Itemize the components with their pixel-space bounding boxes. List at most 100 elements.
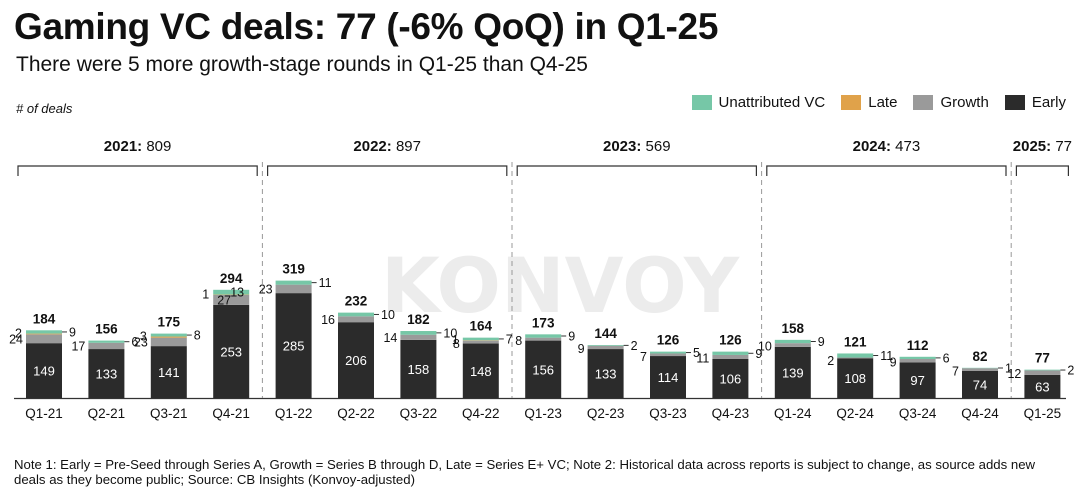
- year-total-label: 2023: 569: [603, 138, 671, 155]
- bar-segment-unattributed: [463, 338, 499, 341]
- year-total-label: 2024: 473: [853, 138, 921, 155]
- data-label-early: 63: [1035, 379, 1049, 394]
- data-label-unattributed: 7: [506, 332, 513, 346]
- bar-total-label: 126: [719, 333, 742, 348]
- data-label-unattributed: 9: [568, 329, 575, 343]
- bar-segment-unattributed: [588, 345, 624, 346]
- data-label-late: 1: [202, 288, 209, 302]
- data-label-early: 156: [532, 362, 554, 377]
- bar-segment-growth: [650, 353, 686, 356]
- data-label-late: 1: [452, 333, 459, 347]
- bar-segment-growth: [88, 343, 124, 349]
- data-label-growth: 7: [952, 365, 959, 379]
- data-label-early: 253: [220, 344, 242, 359]
- bar-total-label: 294: [220, 271, 243, 286]
- bar-segment-unattributed: [650, 352, 686, 354]
- watermark: KONVOY: [381, 241, 740, 330]
- bar-segment-growth: [463, 341, 499, 344]
- x-tick-label: Q3-23: [649, 406, 687, 421]
- bar-total-label: 173: [532, 315, 555, 330]
- x-tick-label: Q2-24: [836, 406, 874, 421]
- data-label-unattributed: 2: [631, 339, 638, 353]
- bar-segment-growth: [276, 285, 312, 293]
- data-label-early: 139: [782, 365, 804, 380]
- data-label-early: 133: [595, 367, 617, 382]
- x-tick-label: Q1-23: [524, 406, 562, 421]
- bar-segment-growth: [837, 358, 873, 359]
- data-label-early: 149: [33, 364, 55, 379]
- data-label-growth: 12: [1007, 367, 1021, 381]
- bar-segment-growth: [525, 338, 561, 341]
- bar-total-label: 182: [407, 312, 430, 327]
- bar-total-label: 82: [972, 349, 987, 364]
- x-tick-label: Q2-21: [88, 406, 126, 421]
- year-bracket: [268, 166, 507, 176]
- bar-segment-growth: [151, 338, 187, 346]
- data-label-unattributed: 13: [230, 286, 244, 300]
- data-label-growth: 10: [758, 340, 772, 354]
- x-tick-label: Q4-24: [961, 406, 999, 421]
- year-total-label: 2022: 897: [353, 138, 421, 155]
- data-label-unattributed: 2: [1067, 364, 1074, 378]
- bar-segment-late: [151, 337, 187, 338]
- data-label-growth: 17: [71, 339, 85, 353]
- x-tick-label: Q4-23: [712, 406, 750, 421]
- data-label-growth: 16: [321, 313, 335, 327]
- bar-total-label: 164: [470, 319, 493, 334]
- data-label-early: 206: [345, 353, 367, 368]
- bar-segment-unattributed: [837, 353, 873, 357]
- x-tick-label: Q1-25: [1024, 406, 1062, 421]
- bar-segment-growth: [775, 343, 811, 347]
- data-label-growth: 27: [217, 293, 231, 307]
- x-tick-label: Q1-21: [25, 406, 63, 421]
- bar-total-label: 232: [345, 294, 368, 309]
- bar-total-label: 319: [282, 262, 305, 277]
- bar-segment-growth: [712, 355, 748, 359]
- bar-segment-unattributed: [900, 357, 936, 359]
- data-label-late: 2: [15, 327, 22, 341]
- bar-total-label: 184: [33, 311, 56, 326]
- bar-segment-growth: [338, 316, 374, 322]
- data-label-unattributed: 11: [319, 276, 332, 290]
- data-label-early: 148: [470, 364, 492, 379]
- data-label-unattributed: 9: [69, 325, 76, 339]
- data-label-growth: 9: [578, 342, 585, 356]
- bar-segment-growth: [962, 368, 998, 371]
- data-label-early: 141: [158, 365, 180, 380]
- footnote: Note 1: Early = Pre-Seed through Series …: [14, 457, 1066, 487]
- data-label-growth: 2: [827, 354, 834, 368]
- x-tick-label: Q4-21: [212, 406, 250, 421]
- x-tick-label: Q1-22: [275, 406, 313, 421]
- bar-segment-unattributed: [26, 330, 62, 333]
- bar-segment-growth: [900, 359, 936, 362]
- bar-segment-unattributed: [400, 331, 436, 335]
- x-tick-label: Q3-21: [150, 406, 188, 421]
- data-label-growth: 14: [383, 331, 397, 345]
- bar-segment-growth: [26, 334, 62, 343]
- bar-segment-unattributed: [338, 313, 374, 317]
- bar-segment-unattributed: [712, 352, 748, 355]
- bar-segment-unattributed: [1024, 370, 1060, 371]
- data-label-early: 133: [96, 367, 118, 382]
- data-label-growth: 11: [696, 351, 709, 365]
- bar-total-label: 126: [657, 333, 680, 348]
- bar-segment-unattributed: [775, 340, 811, 343]
- bar-segment-late: [26, 334, 62, 335]
- bar-total-label: 156: [95, 322, 118, 337]
- year-bracket: [767, 166, 1006, 176]
- data-label-early: 114: [658, 370, 679, 385]
- year-total-label: 2025: 77: [1013, 138, 1072, 155]
- bar-segment-unattributed: [276, 281, 312, 285]
- bar-segment-unattributed: [88, 341, 124, 343]
- data-label-unattributed: 6: [943, 351, 950, 365]
- bar-total-label: 144: [594, 326, 617, 341]
- data-label-growth: 8: [515, 334, 522, 348]
- bar-total-label: 112: [907, 338, 929, 353]
- x-tick-label: Q4-22: [462, 406, 500, 421]
- data-label-unattributed: 8: [194, 329, 201, 343]
- x-tick-label: Q3-24: [899, 406, 937, 421]
- bar-segment-unattributed: [525, 334, 561, 337]
- bar-segment-growth: [588, 346, 624, 349]
- x-tick-label: Q2-22: [337, 406, 375, 421]
